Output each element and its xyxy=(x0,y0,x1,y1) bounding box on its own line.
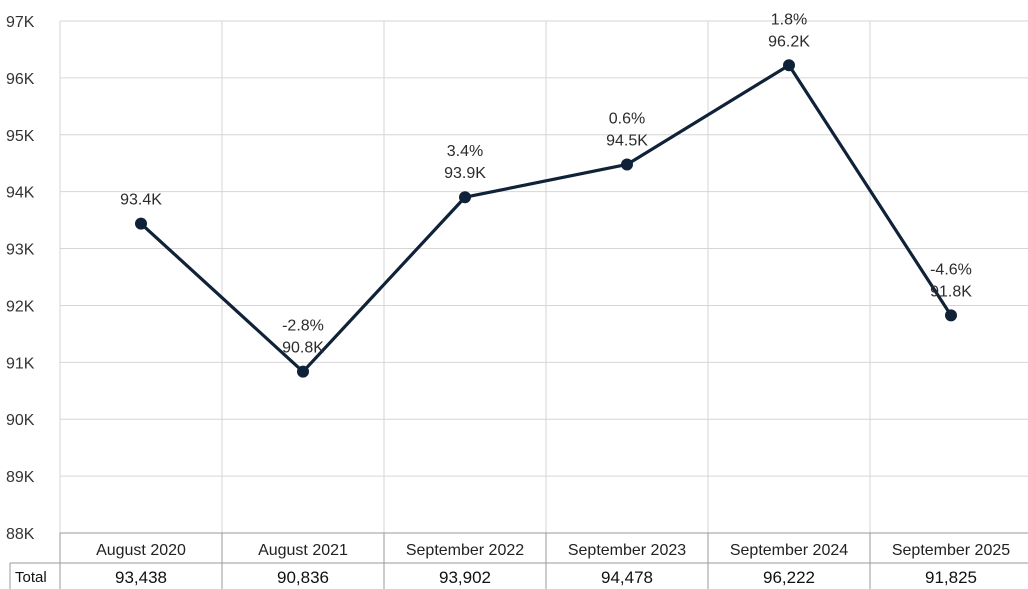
y-tick-label: 90K xyxy=(6,412,35,429)
data-value-label: 91.8K xyxy=(930,283,972,300)
data-change-label: 3.4% xyxy=(447,143,483,160)
data-value-label: 96.2K xyxy=(768,33,810,50)
y-tick-label: 97K xyxy=(6,14,35,31)
x-category-label: September 2024 xyxy=(730,542,848,559)
y-tick-label: 91K xyxy=(6,355,35,372)
y-tick-label: 94K xyxy=(6,185,35,202)
y-tick-label: 92K xyxy=(6,298,35,315)
y-tick-label: 95K xyxy=(6,128,35,145)
data-point xyxy=(945,309,957,322)
y-tick-label: 96K xyxy=(6,71,35,88)
data-change-label: -2.8% xyxy=(282,318,324,335)
x-category-label: August 2021 xyxy=(258,542,348,559)
table-row-label: Total xyxy=(15,569,47,586)
data-point xyxy=(621,158,633,171)
table-total-value: 93,438 xyxy=(115,568,167,587)
data-change-label: 0.6% xyxy=(609,110,645,127)
y-tick-label: 93K xyxy=(6,242,35,259)
data-value-label: 93.4K xyxy=(120,192,162,209)
table-total-value: 93,902 xyxy=(439,568,491,587)
x-category-label: September 2023 xyxy=(568,542,686,559)
table-total-value: 90,836 xyxy=(277,568,329,587)
y-tick-label: 88K xyxy=(6,526,35,543)
table-total-value: 94,478 xyxy=(601,568,653,587)
x-category-label: September 2022 xyxy=(406,542,524,559)
data-point xyxy=(135,217,147,230)
data-value-label: 90.8K xyxy=(282,340,324,357)
series-line xyxy=(139,63,953,374)
data-point xyxy=(783,59,795,72)
x-category-label: September 2025 xyxy=(892,542,1010,559)
data-point xyxy=(297,365,309,378)
table-total-value: 91,825 xyxy=(925,568,977,587)
data-change-label: 1.8% xyxy=(771,11,807,28)
data-point xyxy=(459,191,471,204)
data-value-label: 94.5K xyxy=(606,132,648,149)
data-change-label: -4.6% xyxy=(930,261,972,278)
y-tick-label: 89K xyxy=(6,469,35,486)
table-total-value: 96,222 xyxy=(763,568,815,587)
data-value-label: 93.9K xyxy=(444,165,486,182)
x-category-label: August 2020 xyxy=(96,542,186,559)
